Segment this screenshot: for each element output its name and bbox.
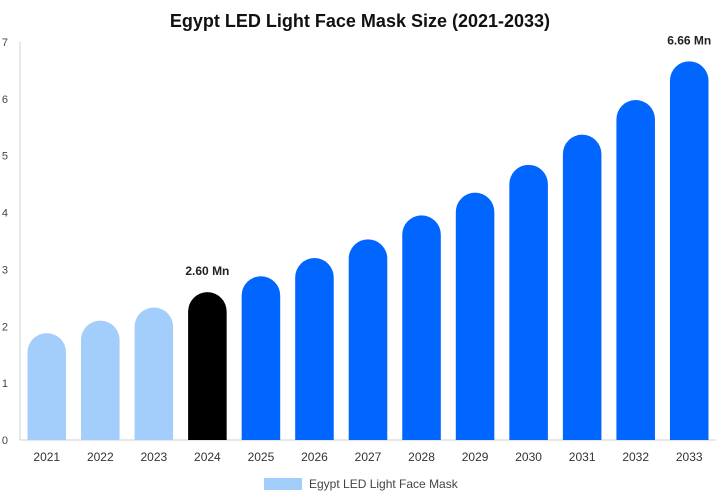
x-tick-label: 2025: [248, 450, 275, 464]
bar-2030: [509, 164, 548, 440]
y-tick-label: 1: [2, 378, 8, 390]
x-axis-ticks: 2021 2022 2023 2024 2025 2026 2027 2028 2029 2030…: [33, 450, 702, 464]
x-tick-label: 2028: [408, 450, 435, 464]
data-labels: 2.60 Mn 6.66 Mn: [185, 33, 711, 278]
bar-2033: [669, 61, 709, 440]
bar-2027: [348, 239, 388, 440]
x-tick-label: 2033: [676, 450, 703, 464]
x-tick-label: 2024: [194, 450, 221, 464]
bar-2024: [188, 292, 227, 440]
bar-2028: [402, 215, 441, 440]
bar-2029: [455, 192, 495, 440]
x-tick-label: 2026: [301, 450, 328, 464]
y-tick-label: 4: [2, 208, 8, 220]
bar-2023: [134, 307, 174, 440]
y-tick-label: 5: [2, 151, 8, 163]
bars: [27, 61, 709, 441]
bar-2025: [241, 276, 281, 440]
bar-2022: [81, 320, 120, 440]
bar-2026: [295, 258, 334, 440]
x-tick-label: 2023: [140, 450, 167, 464]
bar-2021: [27, 333, 67, 440]
bar-2031: [562, 134, 602, 440]
x-tick-label: 2027: [355, 450, 382, 464]
y-tick-label: 3: [2, 264, 8, 276]
chart-title: Egypt LED Light Face Mask Size (2021-203…: [170, 11, 550, 31]
data-label-2033: 6.66 Mn: [667, 33, 711, 47]
data-label-2024: 2.60 Mn: [185, 264, 229, 278]
y-axis-ticks: 0 1 2 3 4 5 6 7: [2, 37, 8, 447]
x-tick-label: 2031: [569, 450, 596, 464]
y-tick-label: 7: [2, 37, 8, 49]
legend: Egypt LED Light Face Mask: [264, 477, 459, 491]
x-tick-label: 2030: [515, 450, 542, 464]
x-tick-label: 2022: [87, 450, 114, 464]
legend-label: Egypt LED Light Face Mask: [309, 477, 459, 491]
x-tick-label: 2029: [462, 450, 489, 464]
y-tick-label: 2: [2, 321, 8, 333]
legend-swatch: [264, 478, 302, 490]
x-tick-label: 2021: [33, 450, 60, 464]
x-tick-label: 2032: [622, 450, 649, 464]
bar-2032: [616, 100, 655, 441]
y-tick-label: 0: [2, 435, 8, 447]
y-tick-label: 6: [2, 94, 8, 106]
